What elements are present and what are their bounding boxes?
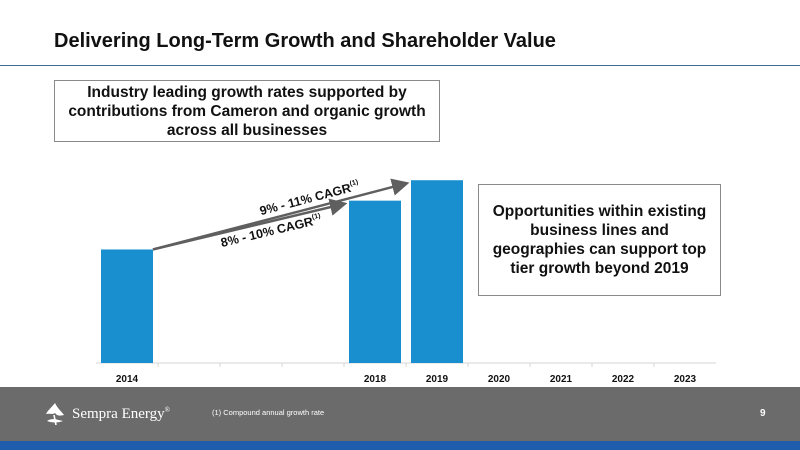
- bar-2018: [349, 200, 401, 363]
- cagr-footnote-ref: (1): [311, 212, 321, 221]
- logo-name: Sempra Energy: [72, 405, 165, 422]
- footnote: (1) Compound annual growth rate: [212, 408, 325, 417]
- sempra-logo: Sempra Energy®: [42, 401, 170, 427]
- footer-bar: [0, 387, 800, 441]
- page-number: 9: [760, 408, 766, 419]
- x-tick-label-2019: 2019: [426, 374, 449, 385]
- cagr-arrow-2: [152, 178, 410, 251]
- cagr-footnote-ref: (1): [349, 179, 359, 188]
- registered-mark: ®: [164, 405, 170, 414]
- slide-title: Delivering Long-Term Growth and Sharehol…: [54, 30, 556, 52]
- x-tick-label-2021: 2021: [550, 374, 573, 385]
- title-divider: [0, 65, 800, 66]
- x-tick-label-2022: 2022: [612, 374, 635, 385]
- opportunities-callout-box: Opportunities within existing business l…: [478, 184, 721, 296]
- x-tick-label-2020: 2020: [488, 374, 511, 385]
- bar-2019: [411, 180, 463, 363]
- logo-wordmark: Sempra Energy®: [72, 406, 170, 423]
- x-tick-label-2018: 2018: [364, 374, 387, 385]
- x-tick-label-2023: 2023: [674, 374, 697, 385]
- bar-2014: [101, 249, 153, 363]
- footer-band: [0, 441, 800, 450]
- sempra-flame-icon: [46, 403, 64, 426]
- growth-callout-text: Industry leading growth rates supported …: [68, 83, 426, 139]
- x-tick-label-2014: 2014: [116, 374, 139, 385]
- opportunities-callout-text: Opportunities within existing business l…: [492, 203, 707, 277]
- growth-callout-box: Industry leading growth rates supported …: [54, 80, 440, 142]
